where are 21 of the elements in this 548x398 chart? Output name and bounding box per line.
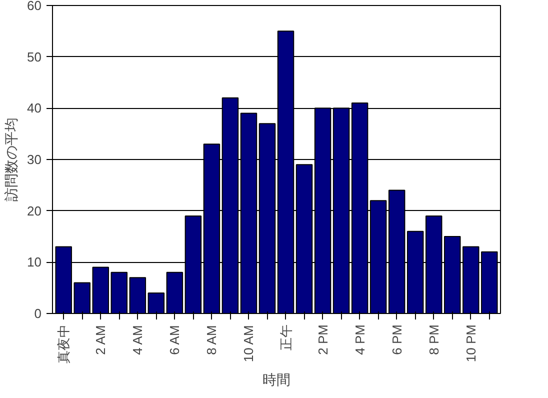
y-tick-label: 0 <box>34 306 42 321</box>
y-tick-label: 60 <box>27 0 42 13</box>
x-tick-label: 正午 <box>278 324 294 350</box>
x-tick-label: 10 PM <box>463 324 478 362</box>
x-tick-label: 4 PM <box>352 324 368 355</box>
y-tick-label: 30 <box>27 152 42 167</box>
x-tick-label: 2 AM <box>93 325 108 355</box>
x-tick-label: 8 PM <box>426 324 442 355</box>
x-tick-label: 真夜中 <box>56 324 72 364</box>
y-tick-label: 40 <box>27 100 42 116</box>
x-tick-label: 6 PM <box>389 324 404 355</box>
y-tick-label: 10 <box>27 254 42 270</box>
x-tick-label: 2 PM <box>315 324 330 355</box>
x-tick-label: 4 AM <box>130 325 146 355</box>
y-tick-label: 20 <box>27 203 42 218</box>
x-tick-label: 6 AM <box>167 325 182 355</box>
x-tick-label: 8 AM <box>204 325 220 355</box>
y-axis-title: 訪問数の平均 <box>3 118 20 202</box>
x-axis-title: 時間 <box>262 372 290 388</box>
y-tick-label: 50 <box>27 49 42 64</box>
x-tick-label: 10 AM <box>241 325 256 362</box>
